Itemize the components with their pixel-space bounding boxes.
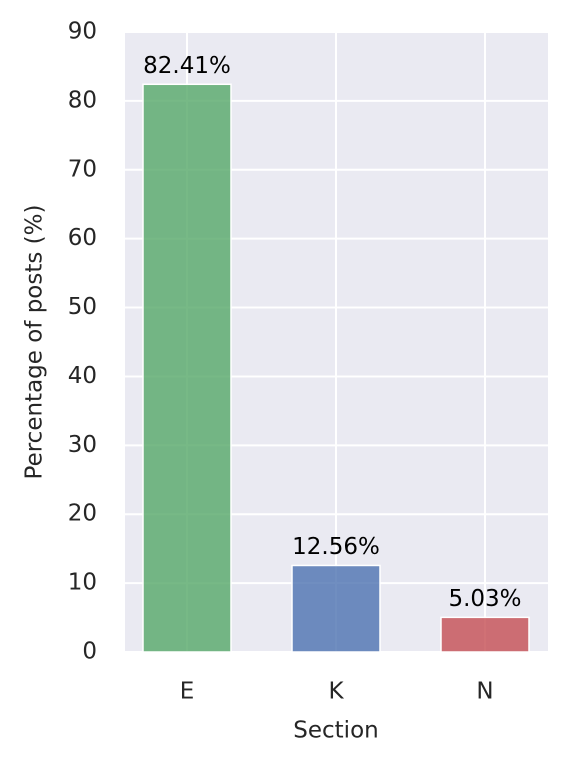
- y-tick-label: 80: [68, 87, 97, 113]
- x-tick-label: E: [180, 679, 195, 705]
- bar: [142, 83, 232, 653]
- value-label: 82.41%: [143, 53, 231, 79]
- x-axis-label: Section: [293, 718, 378, 744]
- bar: [291, 564, 381, 653]
- x-tick-label: K: [328, 679, 344, 705]
- y-tick-label: 70: [68, 156, 97, 182]
- y-tick-label: 40: [68, 363, 97, 389]
- y-tick-label: 30: [68, 432, 97, 458]
- value-label: 12.56%: [292, 534, 380, 560]
- y-tick-label: 50: [68, 294, 97, 320]
- x-tick-label: N: [476, 679, 493, 705]
- value-label: 5.03%: [448, 586, 521, 612]
- y-axis-label: Percentage of posts (%): [22, 205, 48, 480]
- y-tick-label: 90: [68, 19, 97, 45]
- y-tick-label: 0: [82, 639, 97, 665]
- y-tick-label: 10: [68, 570, 97, 596]
- y-tick-label: 20: [68, 501, 97, 527]
- marks: [142, 83, 530, 653]
- y-tick-label: 60: [68, 225, 97, 251]
- bar: [440, 616, 530, 653]
